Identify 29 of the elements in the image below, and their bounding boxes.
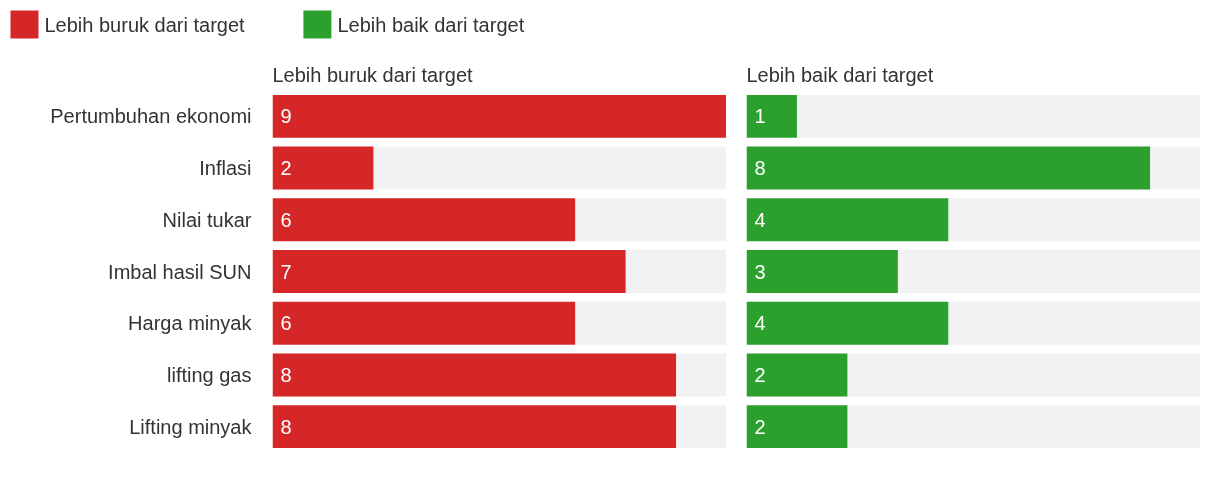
- bar: [746, 405, 848, 449]
- data-label: 4: [754, 208, 766, 231]
- y-tick-label: Imbal hasil SUN: [108, 260, 252, 283]
- data-label: 2: [754, 363, 766, 386]
- data-label: 2: [754, 415, 766, 438]
- data-label: 3: [754, 260, 766, 283]
- data-label: 6: [280, 312, 292, 335]
- chart-title: Lebih buruk dari target: [272, 63, 474, 86]
- y-tick-label: Nilai tukar: [162, 208, 252, 231]
- chart-title: Lebih baik dari target: [746, 63, 934, 86]
- bar: [746, 353, 848, 397]
- data-label: 8: [280, 363, 292, 386]
- data-label: 6: [280, 208, 292, 231]
- data-label: 8: [754, 157, 766, 180]
- y-tick-label: Pertumbuhan ekonomi: [50, 105, 252, 128]
- y-tick-label: Inflasi: [199, 157, 252, 180]
- bar: [746, 94, 797, 138]
- data-label: 1: [754, 105, 766, 128]
- data-label: 2: [280, 157, 292, 180]
- legend-label: Lebih baik dari target: [337, 13, 525, 36]
- data-label: 8: [280, 415, 292, 438]
- data-label: 9: [280, 105, 292, 128]
- y-tick-label: Harga minyak: [128, 312, 253, 335]
- data-label: 7: [280, 260, 292, 283]
- bar: [272, 146, 374, 190]
- y-tick-label: Lifting minyak: [129, 415, 253, 438]
- data-label: 4: [754, 312, 766, 335]
- y-tick-label: lifting gas: [167, 363, 252, 386]
- legend-label: Lebih buruk dari target: [44, 13, 246, 36]
